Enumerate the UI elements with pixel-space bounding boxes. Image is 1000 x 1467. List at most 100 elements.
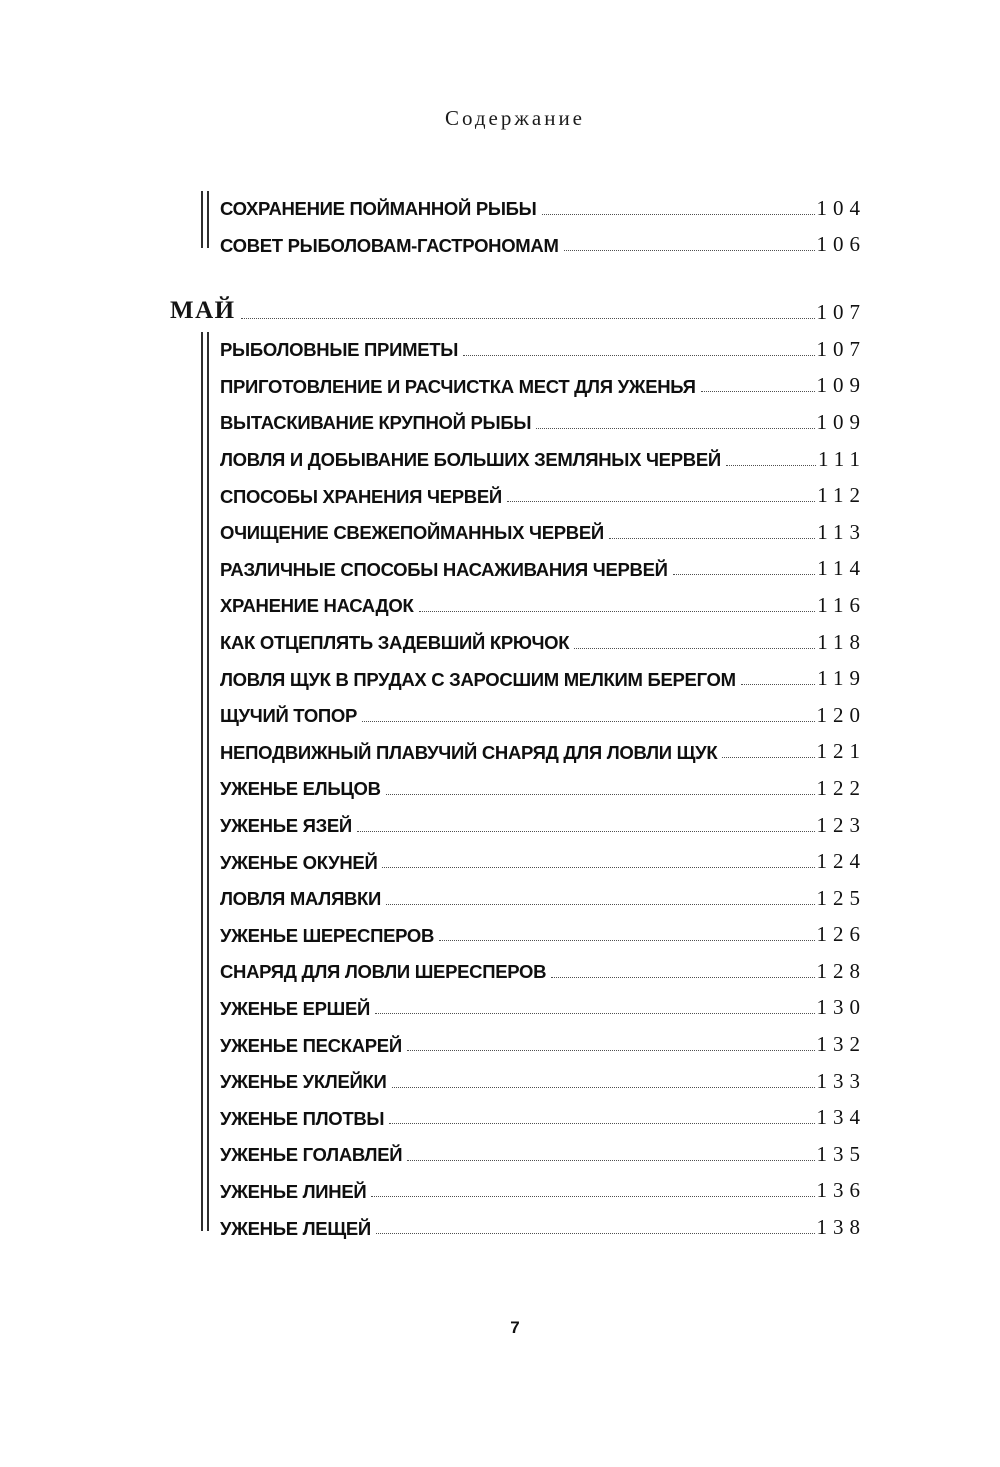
entry-title: ОЧИЩЕНИЕ СВЕЖЕПОЙМАННЫХ ЧЕРВЕЙ (220, 522, 604, 544)
toc-entry-row: ОЧИЩЕНИЕ СВЕЖЕПОЙМАННЫХ ЧЕРВЕЙ 113 (220, 506, 860, 543)
toc-entry-row: УЖЕНЬЕ ЕРШЕЙ 130 (220, 982, 860, 1019)
entry-page-number: 104 (816, 195, 866, 220)
entry-page-number: 132 (816, 1032, 866, 1057)
toc-entry-row: ЛОВЛЯ МАЛЯВКИ 125 (220, 872, 860, 909)
section-title: МАЙ (170, 297, 236, 325)
entry-title: УЖЕНЬЕ ЕЛЬЦОВ (220, 778, 381, 800)
entry-page-number: 134 (816, 1105, 866, 1130)
entry-title: УЖЕНЬЕ ЛЕЩЕЙ (220, 1217, 371, 1239)
toc-entry-row: УЖЕНЬЕ ЯЗЕЙ 123 (220, 799, 860, 836)
section-page-number: 107 (816, 300, 866, 325)
entry-page-number: 116 (817, 592, 866, 617)
toc-entry-row: СПОСОБЫ ХРАНЕНИЯ ЧЕРВЕЙ 112 (220, 470, 860, 507)
entry-page-number: 125 (816, 885, 866, 910)
toc-entry-row: СНАРЯД ДЛЯ ЛОВЛИ ШЕРЕСПЕРОВ 128 (220, 945, 860, 982)
entry-title: ЛОВЛЯ И ДОБЫВАНИЕ БОЛЬШИХ ЗЕМЛЯНЫХ ЧЕРВЕ… (220, 449, 721, 471)
entry-title: КАК ОТЦЕПЛЯТЬ ЗАДЕВШИЙ КРЮЧОК (220, 632, 570, 654)
entry-title: УЖЕНЬЕ ЛИНЕЙ (220, 1180, 367, 1202)
dotted-leader (375, 1233, 815, 1235)
entry-title: ХРАНЕНИЕ НАСАДОК (220, 595, 414, 617)
entry-page-number: 136 (816, 1178, 866, 1203)
entry-title: СОВЕТ РЫБОЛОВАМ-ГАСТРОНОМАМ (220, 234, 559, 256)
entry-page-number: 112 (817, 483, 866, 508)
dotted-leader (371, 1196, 815, 1198)
toc-entry-row: УЖЕНЬЕ ЕЛЬЦОВ 122 (220, 762, 860, 799)
entry-page-number: 111 (818, 446, 866, 471)
entry-title: УЖЕНЬЕ ШЕРЕСПЕРОВ (220, 924, 435, 946)
toc-entry-row: УЖЕНЬЕ ПЕСКАРЕЙ 132 (220, 1018, 860, 1055)
toc-entry-row: ВЫТАСКИВАНИЕ КРУПНОЙ РЫБЫ 109 (220, 396, 860, 433)
dotted-leader (362, 720, 815, 722)
toc-entry-row: РАЗЛИЧНЫЕ СПОСОБЫ НАСАЖИВАНИЯ ЧЕРВЕЙ 114 (220, 543, 860, 580)
dotted-leader (385, 793, 815, 795)
dotted-leader (375, 1013, 815, 1015)
toc-entry-row: ЩУЧИЙ ТОПОР 120 (220, 689, 860, 726)
toc-entry-row: УЖЕНЬЕ УКЛЕЙКИ 133 (220, 1055, 860, 1092)
dotted-leader (672, 574, 816, 576)
entry-title: УЖЕНЬЕ УКЛЕЙКИ (220, 1071, 387, 1093)
dotted-leader (506, 501, 816, 503)
dotted-leader (574, 647, 816, 649)
toc-section-row: МАЙ 107 (170, 281, 860, 323)
dotted-leader (389, 1123, 815, 1125)
double-rule (201, 332, 209, 1232)
dotted-leader (240, 318, 815, 320)
toc-entry-row: РЫБОЛОВНЫЕ ПРИМЕТЫ 107 (220, 323, 860, 360)
entry-title: ВЫТАСКИВАНИЕ КРУПНОЙ РЫБЫ (220, 412, 532, 434)
dotted-leader (391, 1086, 815, 1088)
entry-page-number: 128 (816, 958, 866, 983)
entry-page-number: 109 (816, 373, 866, 398)
toc-entry-row: УЖЕНЬЕ ЛИНЕЙ 136 (220, 1165, 860, 1202)
dotted-leader (700, 391, 815, 393)
toc-entry-row: ХРАНЕНИЕ НАСАДОК 116 (220, 579, 860, 616)
entry-page-number: 120 (816, 702, 866, 727)
toc-entry-row: ПРИГОТОВЛЕНИЕ И РАСЧИСТКА МЕСТ ДЛЯ УЖЕНЬ… (220, 360, 860, 397)
toc-entry-row: УЖЕНЬЕ ЛЕЩЕЙ 138 (220, 1201, 860, 1238)
toc-group: СОХРАНЕНИЕ ПОЙМАННОЙ РЫБЫ 104 СОВЕТ РЫБО… (170, 182, 860, 255)
entry-title: ЩУЧИЙ ТОПОР (220, 705, 358, 727)
toc-entry-row: СОВЕТ РЫБОЛОВАМ-ГАСТРОНОМАМ 106 (220, 219, 860, 256)
dotted-leader (608, 537, 816, 539)
dotted-leader (541, 213, 815, 215)
entry-page-number: 138 (816, 1215, 866, 1240)
toc-entry-row: КАК ОТЦЕПЛЯТЬ ЗАДЕВШИЙ КРЮЧОК 118 (220, 616, 860, 653)
dotted-leader (463, 354, 815, 356)
entry-title: СПОСОБЫ ХРАНЕНИЯ ЧЕРВЕЙ (220, 485, 502, 507)
entry-title: СНАРЯД ДЛЯ ЛОВЛИ ШЕРЕСПЕРОВ (220, 961, 547, 983)
toc-entry-row: УЖЕНЬЕ ШЕРЕСПЕРОВ 126 (220, 909, 860, 946)
page-title: Содержание (444, 106, 586, 130)
entry-page-number: 126 (816, 922, 866, 947)
dotted-leader (536, 427, 815, 429)
toc-entry-row: УЖЕНЬЕ ПЛОТВЫ 134 (220, 1092, 860, 1129)
dotted-leader (722, 757, 815, 759)
table-of-contents: СОХРАНЕНИЕ ПОЙМАННОЙ РЫБЫ 104 СОВЕТ РЫБО… (170, 182, 860, 1238)
entry-title: РАЗЛИЧНЫЕ СПОСОБЫ НАСАЖИВАНИЯ ЧЕРВЕЙ (220, 558, 668, 580)
toc-entry-row: УЖЕНЬЕ ГОЛАВЛЕЙ 135 (220, 1128, 860, 1165)
toc-group: РЫБОЛОВНЫЕ ПРИМЕТЫ 107 ПРИГОТОВЛЕНИЕ И Р… (170, 323, 860, 1238)
entry-page-number: 113 (817, 519, 866, 544)
entry-title: УЖЕНЬЕ ОКУНЕЙ (220, 851, 378, 873)
toc-entry-row: СОХРАНЕНИЕ ПОЙМАННОЙ РЫБЫ 104 (220, 182, 860, 219)
entry-page-number: 130 (816, 995, 866, 1020)
entry-title: УЖЕНЬЕ ПЕСКАРЕЙ (220, 1034, 402, 1056)
dotted-leader (439, 940, 815, 942)
dotted-leader (407, 1159, 815, 1161)
entry-page-number: 124 (816, 849, 866, 874)
entry-title: ПРИГОТОВЛЕНИЕ И РАСЧИСТКА МЕСТ ДЛЯ УЖЕНЬ… (220, 375, 696, 397)
dotted-leader (406, 1050, 815, 1052)
entry-page-number: 118 (817, 629, 866, 654)
dotted-leader (382, 867, 815, 869)
entry-title: УЖЕНЬЕ ГОЛАВЛЕЙ (220, 1144, 403, 1166)
dotted-leader (356, 830, 815, 832)
entry-title: ЛОВЛЯ МАЛЯВКИ (220, 888, 382, 910)
double-rule (201, 191, 209, 249)
dotted-leader (725, 464, 817, 466)
entry-title: УЖЕНЬЕ ЕРШЕЙ (220, 997, 371, 1019)
entry-title: СОХРАНЕНИЕ ПОЙМАННОЙ РЫБЫ (220, 198, 537, 220)
entry-page-number: 123 (816, 812, 866, 837)
entry-page-number: 121 (816, 739, 866, 764)
toc-entry-row: НЕПОДВИЖНЫЙ ПЛАВУЧИЙ СНАРЯД ДЛЯ ЛОВЛИ ЩУ… (220, 726, 860, 763)
entry-title: ЛОВЛЯ ЩУК В ПРУДАХ С ЗАРОСШИМ МЕЛКИМ БЕР… (220, 668, 736, 690)
toc-entry-row: ЛОВЛЯ И ДОБЫВАНИЕ БОЛЬШИХ ЗЕМЛЯНЫХ ЧЕРВЕ… (220, 433, 860, 470)
